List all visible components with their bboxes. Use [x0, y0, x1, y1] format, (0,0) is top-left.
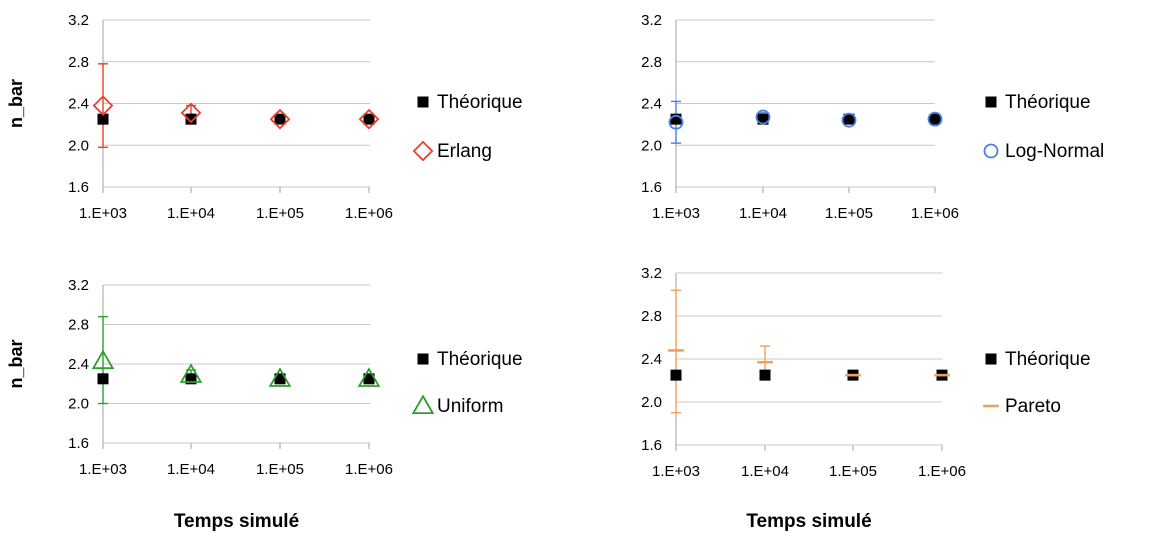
y-tick-label: 2.8: [68, 54, 89, 71]
x-tick-label: 1.E+06: [345, 205, 393, 222]
y-tick-label: 2.8: [641, 308, 662, 325]
data-point-square: [670, 369, 682, 381]
data-point-circle: [755, 109, 771, 125]
y-tick-label: 2.4: [641, 96, 662, 113]
x-tick-label: 1.E+06: [911, 205, 959, 222]
data-point-circle: [841, 112, 857, 128]
y-tick-label: 3.2: [68, 12, 89, 29]
data-point-square: [929, 113, 941, 125]
x-tick-label: 1.E+06: [345, 461, 393, 478]
legend-marker-square: [417, 353, 429, 365]
legend-label: Théorique: [1005, 92, 1091, 113]
data-point-square: [363, 113, 375, 125]
legend-label: Pareto: [1005, 396, 1061, 417]
x-tick-label: 1.E+05: [256, 205, 304, 222]
data-point-square: [757, 113, 769, 125]
x-axis-label: Temps simulé: [746, 511, 871, 532]
legend-marker-diamond: [412, 140, 434, 162]
y-tick-label: 2.0: [68, 137, 89, 154]
data-point-square: [274, 113, 286, 125]
y-tick-label: 3.2: [641, 12, 662, 29]
legend-label: Erlang: [437, 141, 492, 162]
data-point-diamond: [269, 108, 291, 130]
chart-panel-2: 3.2 2.8 2.4 2.0 1.6 1.E+03 1.E+04 1.E+05 1.E+06 T…: [641, 12, 1104, 222]
x-tick-label: 1.E+04: [167, 461, 215, 478]
data-point-square: [185, 373, 197, 385]
legend-label: Uniform: [437, 396, 504, 417]
x-axis-label: Temps simulé: [174, 511, 299, 532]
y-tick-label: 2.0: [641, 394, 662, 411]
data-point-square: [759, 369, 771, 381]
x-tick-label: 1.E+04: [741, 463, 789, 480]
data-point-square: [843, 113, 855, 125]
legend-marker-circle: [983, 143, 999, 159]
chart-panel-3: 3.2 2.8 2.4 2.0 1.6 1.E+03 1.E+04 1.E+05 1.E+06 T…: [6, 277, 523, 532]
data-point-triangle: [268, 367, 292, 387]
legend-label: Théorique: [1005, 349, 1091, 370]
data-point-square: [274, 373, 286, 385]
x-tick-label: 1.E+05: [256, 461, 304, 478]
data-point-circle: [927, 111, 943, 127]
x-tick-label: 1.E+04: [167, 205, 215, 222]
x-tick-label: 1.E+03: [652, 463, 700, 480]
legend-label: Théorique: [437, 92, 523, 113]
y-tick-label: 1.6: [68, 435, 89, 452]
x-tick-label: 1.E+05: [829, 463, 877, 480]
x-tick-label: 1.E+05: [825, 205, 873, 222]
y-tick-label: 2.4: [68, 96, 89, 113]
legend-marker-triangle: [411, 394, 435, 415]
data-point-diamond: [358, 108, 380, 130]
x-tick-label: 1.E+03: [79, 205, 127, 222]
y-axis-label: n_bar: [6, 79, 26, 128]
legend-label: Théorique: [437, 349, 523, 370]
y-axis-label: n_bar: [6, 339, 26, 388]
data-point-triangle: [91, 349, 115, 370]
legend-marker-square: [985, 353, 997, 365]
data-point-circle: [668, 114, 684, 130]
data-point-square: [363, 373, 375, 385]
y-tick-label: 1.6: [641, 179, 662, 196]
y-tick-label: 1.6: [68, 179, 89, 196]
data-point-square: [185, 113, 197, 125]
chart-panel-1: 3.2 2.8 2.4 2.0 1.6 1.E+03 1.E+04 1.E+05 1.E+06 T…: [6, 12, 523, 222]
legend-marker-square: [417, 96, 429, 108]
y-tick-label: 1.6: [641, 437, 662, 454]
y-tick-label: 2.4: [641, 351, 662, 368]
legend-label: Log-Normal: [1005, 141, 1104, 162]
y-tick-label: 2.8: [68, 317, 89, 334]
y-tick-label: 2.0: [68, 396, 89, 413]
data-point-diamond: [180, 102, 202, 124]
y-tick-label: 3.2: [68, 277, 89, 294]
y-tick-label: 3.2: [641, 265, 662, 282]
x-tick-label: 1.E+06: [918, 463, 966, 480]
data-point-triangle: [179, 363, 203, 383]
x-tick-label: 1.E+04: [739, 205, 787, 222]
data-point-triangle: [357, 367, 381, 387]
data-point-square: [97, 113, 109, 125]
data-point-square: [670, 113, 682, 125]
chart-panel-4: 3.2 2.8 2.4 2.0 1.6 1.E+03 1.E+04 1.E+05 1.E+06 T…: [641, 265, 1090, 532]
legend-marker-square: [985, 96, 997, 108]
x-tick-label: 1.E+03: [652, 205, 700, 222]
x-tick-label: 1.E+03: [79, 461, 127, 478]
data-point-square: [97, 373, 109, 385]
y-tick-label: 2.0: [641, 137, 662, 154]
data-point-diamond: [92, 95, 114, 116]
y-tick-label: 2.8: [641, 54, 662, 71]
y-tick-label: 2.4: [68, 356, 89, 373]
